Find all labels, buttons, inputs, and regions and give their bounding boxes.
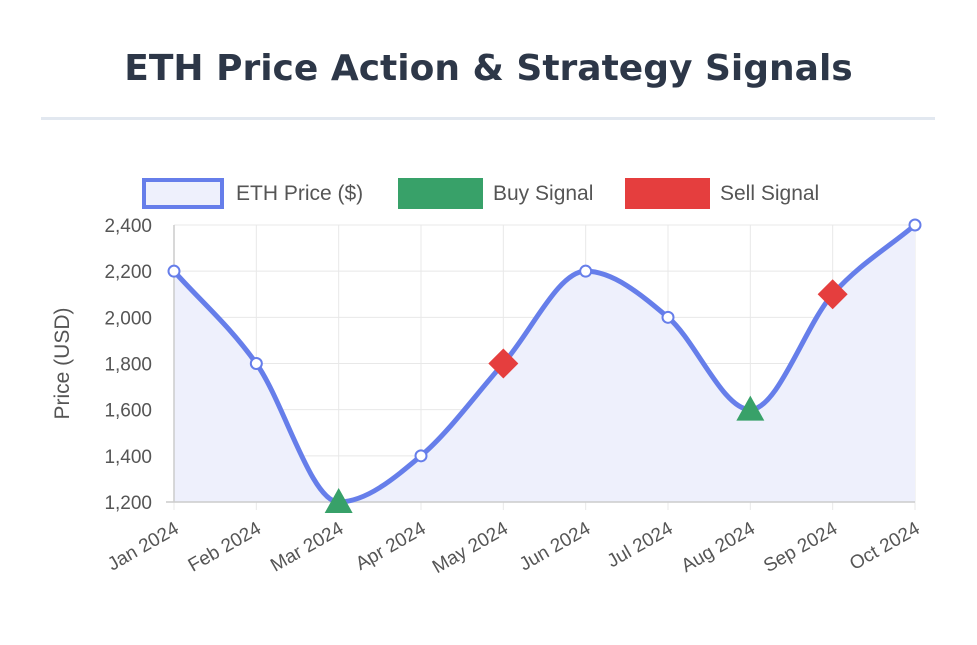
price-area-fill (174, 225, 915, 502)
sell-signal-marker-sep-2024 (817, 279, 848, 310)
price-point-jun-2024 (579, 264, 593, 278)
legend-label-eth-price: ETH Price ($) (236, 182, 363, 205)
legend-swatch-buy-signal (398, 178, 483, 209)
y-tick-label-2000: 2,000 (104, 308, 152, 329)
x-tick-label-may-2024: May 2024 (429, 518, 512, 578)
legend-label-sell-signal: Sell Signal (720, 182, 819, 205)
y-tick-label-1200: 1,200 (104, 493, 152, 514)
x-tick-label-apr-2024: Apr 2024 (352, 518, 430, 575)
signal-markers (324, 279, 848, 513)
price-area (174, 225, 915, 502)
x-tick-label-mar-2024: Mar 2024 (267, 518, 347, 577)
buy-signal-marker-mar-2024 (324, 488, 353, 513)
price-point-apr-2024 (414, 449, 428, 463)
x-tick-labels: Jan 2024 Feb 2024 Mar 2024 Apr 2024 May 2024… (104, 518, 924, 578)
legend-label-buy-signal: Buy Signal (493, 182, 593, 205)
x-tick-label-jan-2024: Jan 2024 (104, 518, 183, 575)
chart-title: ETH Price Action & Strategy Signals (124, 48, 853, 89)
x-tick-label-jul-2024: Jul 2024 (604, 518, 677, 572)
chart-legend: ETH Price ($) Buy Signal Sell Signal (142, 178, 819, 209)
x-tick-label-jun-2024: Jun 2024 (516, 518, 595, 575)
legend-swatch-sell-signal (625, 178, 710, 209)
sell-signal-marker-may-2024 (488, 348, 519, 379)
title-divider (41, 117, 935, 120)
price-point-jul-2024 (661, 310, 675, 324)
y-tick-label-1400: 1,400 (104, 447, 152, 468)
x-tick-label-sep-2024: Sep 2024 (760, 518, 841, 577)
legend-swatch-eth-price (142, 178, 224, 209)
y-tick-label-2200: 2,200 (104, 262, 152, 283)
price-line (171, 222, 918, 505)
y-axis-title: Price (USD) (51, 307, 74, 419)
price-point-jan-2024 (167, 264, 181, 278)
y-tick-label-2400: 2,400 (104, 216, 152, 237)
y-tick-labels: 1,200 1,400 1,600 1,800 2,000 2,200 2,400 (104, 216, 152, 514)
price-series-line (171, 222, 918, 505)
buy-signal-marker-aug-2024 (736, 395, 765, 421)
y-axis-title-group: Price (USD) (51, 307, 74, 419)
x-tick-label-oct-2024: Oct 2024 (846, 518, 924, 575)
y-tick-label-1800: 1,800 (104, 355, 152, 376)
x-tick-label-aug-2024: Aug 2024 (678, 518, 759, 577)
x-tick-label-feb-2024: Feb 2024 (185, 518, 265, 577)
price-point-oct-2024 (908, 218, 922, 232)
y-tick-label-1600: 1,600 (104, 401, 152, 422)
price-point-feb-2024 (249, 357, 263, 370)
